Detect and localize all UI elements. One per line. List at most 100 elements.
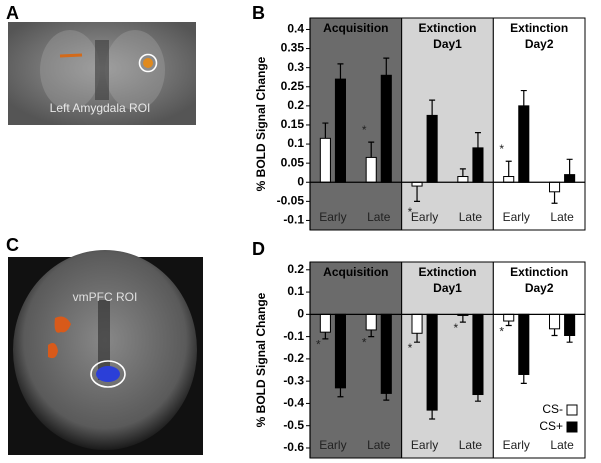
y-tick-label: -0.1 bbox=[283, 213, 304, 227]
significance-marker: * bbox=[499, 324, 504, 338]
bar bbox=[518, 105, 530, 183]
error-bar bbox=[474, 394, 481, 402]
bar bbox=[365, 313, 377, 331]
panel-label: D bbox=[252, 239, 265, 259]
section-title: Acquisition bbox=[323, 265, 388, 279]
y-axis-label: % BOLD Signal Change bbox=[254, 292, 268, 427]
x-tick-label: Late bbox=[550, 438, 574, 452]
error-bar bbox=[368, 329, 375, 338]
error-bar bbox=[322, 332, 329, 340]
y-tick-label: -0.5 bbox=[283, 418, 304, 432]
y-tick-label: 0.2 bbox=[287, 98, 304, 112]
significance-marker: * bbox=[499, 142, 504, 156]
significance-marker: * bbox=[362, 123, 367, 137]
x-tick-label: Early bbox=[319, 438, 346, 452]
error-bar bbox=[520, 89, 527, 106]
bar bbox=[365, 156, 377, 183]
y-tick-label: 0 bbox=[297, 307, 304, 321]
bar bbox=[334, 78, 346, 183]
brain-image-a: Left Amygdala ROI bbox=[8, 22, 196, 125]
significance-marker: * bbox=[316, 338, 321, 352]
error-bar bbox=[414, 333, 421, 343]
bar bbox=[426, 114, 438, 183]
section-title: Extinction bbox=[510, 265, 568, 279]
error-bar bbox=[429, 410, 436, 420]
y-tick-label: 0.2 bbox=[287, 262, 304, 276]
error-bar bbox=[459, 168, 466, 177]
y-tick-label: 0.1 bbox=[287, 136, 304, 150]
section-title: Acquisition bbox=[323, 21, 388, 35]
brain-image-c: vmPFC ROI bbox=[8, 250, 203, 455]
x-tick-label: Early bbox=[411, 438, 438, 452]
x-tick-label: Early bbox=[411, 210, 438, 224]
x-tick-label: Late bbox=[550, 210, 574, 224]
x-tick-label: Early bbox=[319, 210, 346, 224]
y-tick-label: 0.15 bbox=[281, 117, 305, 131]
error-bar bbox=[414, 186, 421, 202]
y-tick-label: 0.1 bbox=[287, 284, 304, 298]
x-tick-label: Late bbox=[459, 438, 483, 452]
image-label: Left Amygdala ROI bbox=[50, 101, 151, 115]
bar bbox=[472, 147, 484, 183]
x-tick-label: Early bbox=[503, 438, 530, 452]
section-title: Extinction bbox=[418, 265, 476, 279]
bar bbox=[503, 176, 515, 183]
y-tick-label: 0.4 bbox=[287, 22, 304, 36]
x-tick-label: Late bbox=[367, 438, 391, 452]
x-tick-label: Early bbox=[503, 210, 530, 224]
x-tick-label: Late bbox=[367, 210, 391, 224]
bar bbox=[426, 313, 438, 411]
y-axis-label: % BOLD Signal Change bbox=[254, 56, 268, 191]
panel-label: A bbox=[6, 3, 19, 23]
y-tick-label: 0.05 bbox=[281, 155, 305, 169]
panel-label: B bbox=[252, 3, 265, 23]
bar bbox=[503, 313, 515, 322]
significance-marker: * bbox=[408, 205, 413, 219]
bar bbox=[564, 313, 576, 337]
error-bar bbox=[520, 374, 527, 384]
y-tick-label: -0.05 bbox=[277, 194, 305, 208]
x-tick-label: Late bbox=[459, 210, 483, 224]
bar bbox=[380, 74, 392, 183]
panel-label: C bbox=[6, 235, 19, 255]
y-tick-label: -0.2 bbox=[283, 351, 304, 365]
error-bar bbox=[337, 387, 344, 398]
y-tick-label: 0.35 bbox=[281, 41, 305, 55]
legend-label: CS- bbox=[542, 402, 563, 416]
section-background bbox=[492, 17, 586, 231]
legend-swatch bbox=[566, 421, 578, 433]
section-title: Extinction bbox=[510, 21, 568, 35]
bar bbox=[334, 313, 346, 389]
section-title: Day1 bbox=[433, 281, 462, 295]
section-title: Day2 bbox=[525, 281, 554, 295]
error-bar bbox=[429, 99, 436, 116]
section-title: Day2 bbox=[525, 37, 554, 51]
bar bbox=[549, 181, 561, 193]
section-title: Extinction bbox=[418, 21, 476, 35]
error-bar bbox=[383, 393, 390, 401]
error-bar bbox=[566, 335, 573, 343]
bar bbox=[518, 313, 530, 375]
significance-marker: * bbox=[362, 335, 367, 349]
error-bar bbox=[459, 315, 466, 323]
legend-swatch bbox=[566, 404, 578, 416]
image-label: vmPFC ROI bbox=[73, 290, 138, 304]
error-bar bbox=[474, 131, 481, 148]
error-bar bbox=[551, 328, 558, 337]
error-bar bbox=[322, 122, 329, 139]
bar bbox=[319, 137, 331, 183]
error-bar bbox=[551, 191, 558, 204]
bar bbox=[457, 176, 469, 183]
bar bbox=[380, 313, 392, 394]
y-tick-label: -0.3 bbox=[283, 373, 304, 387]
significance-marker: * bbox=[408, 341, 413, 355]
error-bar bbox=[505, 321, 512, 327]
significance-marker: * bbox=[453, 321, 458, 335]
y-tick-label: 0.25 bbox=[281, 79, 305, 93]
y-tick-label: 0.3 bbox=[287, 60, 304, 74]
y-tick-label: -0.1 bbox=[283, 329, 304, 343]
bar bbox=[411, 313, 423, 334]
error-bar bbox=[337, 63, 344, 80]
y-tick-label: -0.4 bbox=[283, 396, 304, 410]
